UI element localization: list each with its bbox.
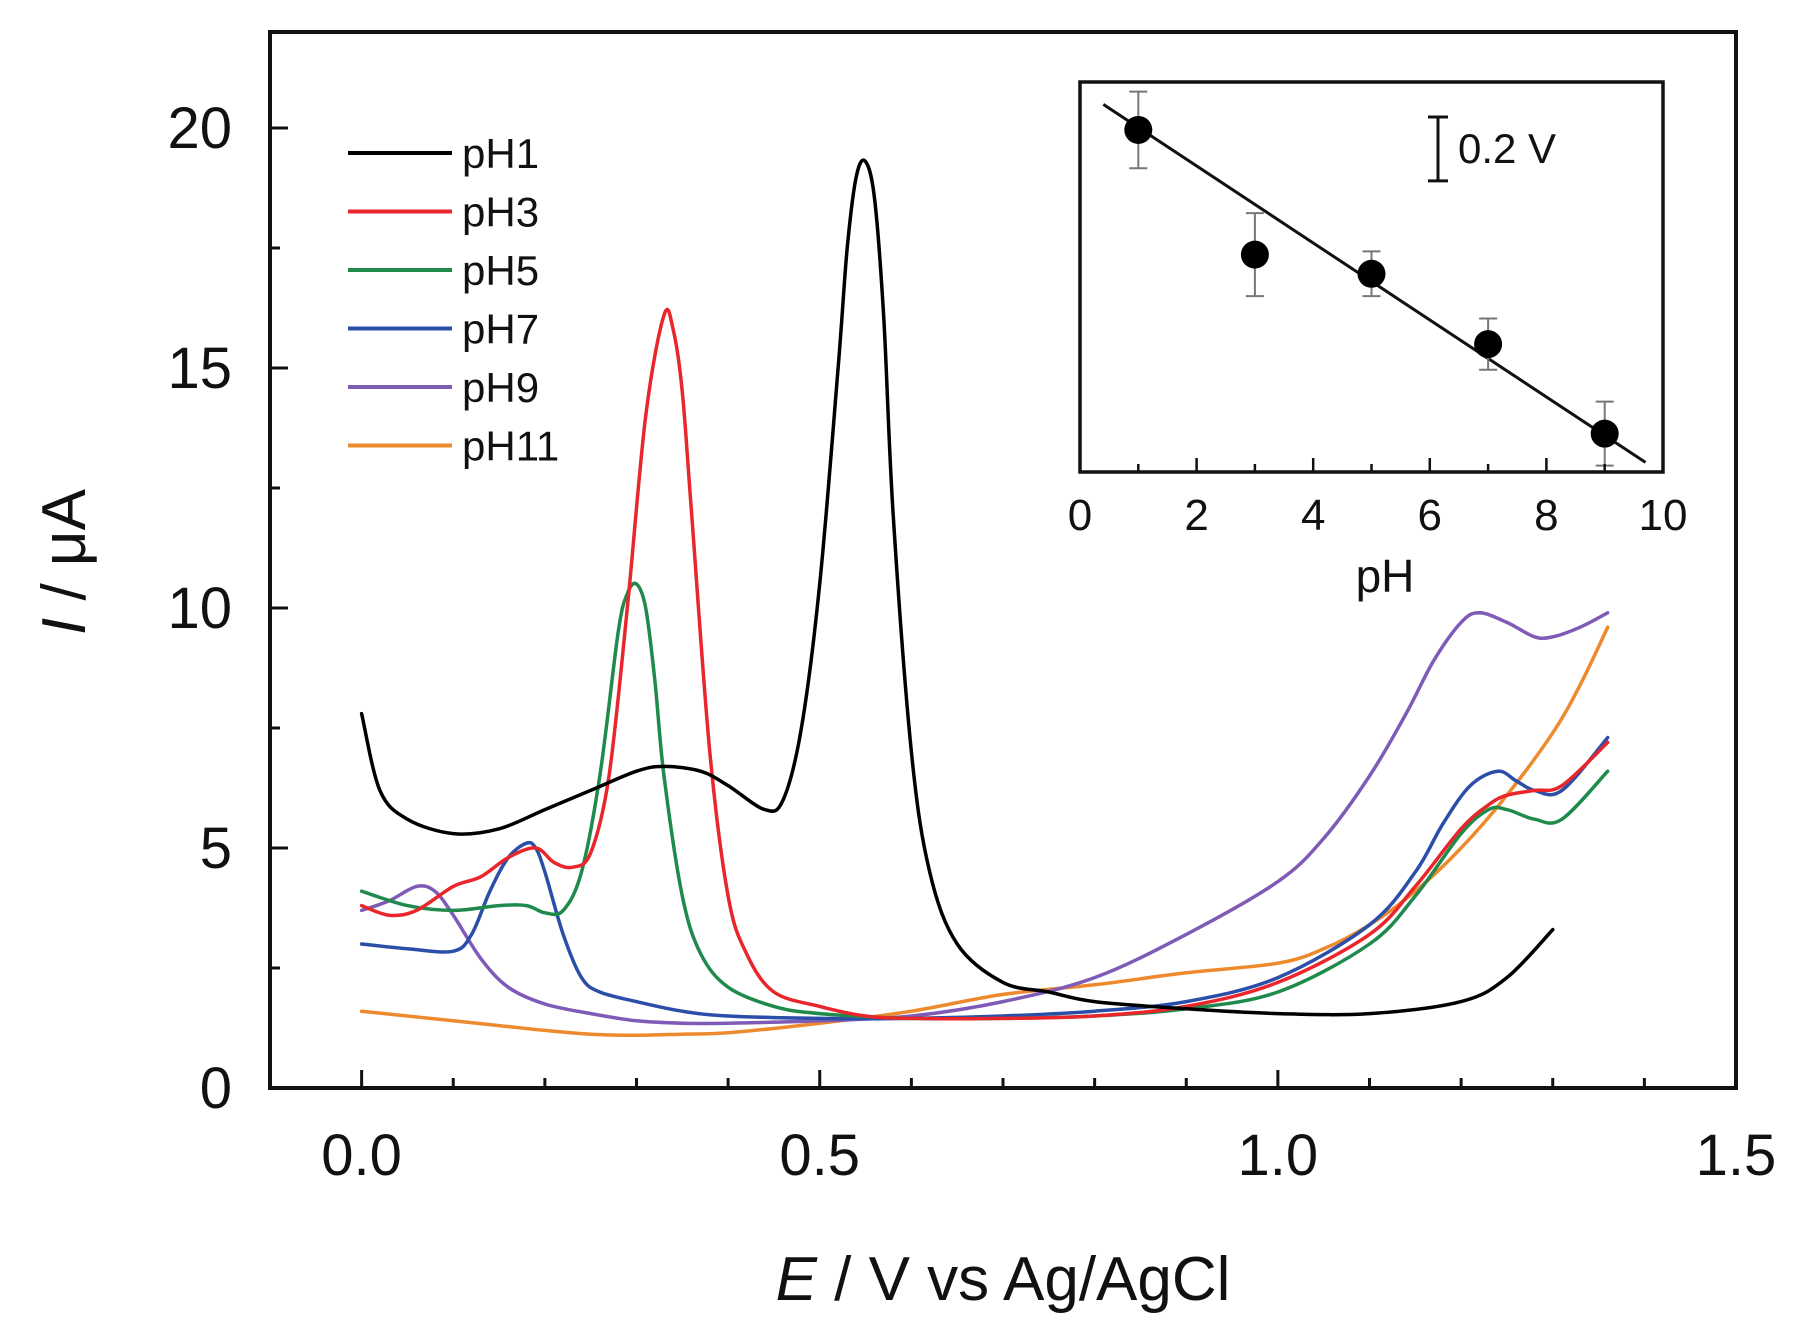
inset-x-tick-label: 2 <box>1184 491 1208 540</box>
series-line-ph5 <box>359 581 1610 1021</box>
point-marker <box>1240 240 1269 269</box>
main-y-axis-variable: I <box>30 618 99 635</box>
main-y-axis-title: I / μA <box>30 488 99 635</box>
x-tick-label: 1.5 <box>1696 1123 1777 1188</box>
data-point <box>1124 90 1153 170</box>
data-point <box>1357 250 1386 298</box>
main-x-axis-variable: E <box>776 1245 818 1314</box>
legend-label-ph3: pH3 <box>462 189 539 236</box>
main-x-axis: 0.0 0.5 1.0 1.5 <box>321 1070 1776 1188</box>
x-tick-label: 0.0 <box>321 1123 402 1188</box>
y-tick-label: 15 <box>167 336 232 401</box>
y-tick-label: 5 <box>200 816 232 881</box>
inset-x-tick-label: 0 <box>1068 491 1092 540</box>
legend: pH1 pH3 pH5 pH7 pH9 pH11 <box>348 130 559 470</box>
inset-x-tick-label: 8 <box>1534 491 1558 540</box>
inset-x-tick-label: 10 <box>1639 491 1688 540</box>
main-curves <box>359 158 1610 1037</box>
x-tick-label: 0.5 <box>779 1123 860 1188</box>
legend-label-ph7: pH7 <box>462 306 539 353</box>
inset-scale-bar: 0.2 V <box>1428 115 1556 183</box>
legend-label-ph11: pH11 <box>462 423 559 470</box>
legend-label-ph1: pH1 <box>462 130 539 177</box>
main-x-axis-title: E / V vs Ag/AgCl <box>776 1245 1231 1314</box>
scale-bar-label: 0.2 V <box>1458 125 1556 172</box>
point-marker <box>1124 115 1153 144</box>
inset-plot: 0 2 4 6 8 10 pH 0.2 V <box>1068 80 1688 602</box>
y-tick-label: 0 <box>200 1056 232 1121</box>
series-line-ph11 <box>359 625 1610 1037</box>
y-tick-label: 10 <box>167 576 232 641</box>
series-line-ph9 <box>359 611 1610 1026</box>
series-line-ph3 <box>359 307 1610 1021</box>
inset-x-tick-label: 4 <box>1301 491 1325 540</box>
legend-label-ph9: pH9 <box>462 364 539 411</box>
main-x-axis-unit: / V vs Ag/AgCl <box>817 1245 1231 1314</box>
inset-x-axis-title: pH <box>1356 550 1415 602</box>
point-marker <box>1590 419 1619 448</box>
inset-x-tick-label: 6 <box>1418 491 1442 540</box>
y-tick-label: 20 <box>167 96 232 161</box>
legend-label-ph5: pH5 <box>462 247 539 294</box>
point-marker <box>1357 259 1386 288</box>
main-y-axis: 0 5 10 15 20 <box>167 96 288 1121</box>
point-marker <box>1474 330 1503 359</box>
x-tick-label: 1.0 <box>1238 1123 1319 1188</box>
inset-x-axis: 0 2 4 6 8 10 <box>1068 458 1688 540</box>
series-line-ph1 <box>359 158 1555 1017</box>
data-point <box>1474 317 1503 371</box>
main-y-axis-unit: / μA <box>30 488 99 617</box>
data-point <box>1240 212 1269 298</box>
inset-content <box>1102 90 1647 467</box>
